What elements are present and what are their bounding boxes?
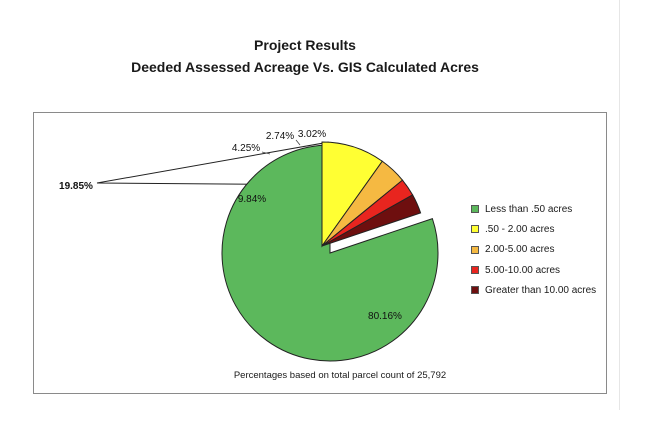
pie-value-label: 9.84%	[238, 194, 266, 205]
chart-subtitle: Deeded Assessed Acreage Vs. GIS Calculat…	[131, 59, 479, 75]
legend-swatch	[471, 225, 479, 234]
pie-slice	[221, 144, 439, 362]
legend-item: Greater than 10.00 acres	[471, 280, 596, 300]
pie-value-label: 19.85%	[59, 181, 93, 192]
legend-swatch	[471, 205, 479, 214]
legend-item: 2.00-5.00 acres	[471, 240, 596, 260]
legend-item: Less than .50 acres	[471, 199, 596, 219]
chart-footnote: Percentages based on total parcel count …	[233, 370, 447, 381]
pie-value-label: 80.16%	[368, 311, 402, 322]
chart-legend: Less than .50 acres .50 - 2.00 acres 2.0…	[471, 199, 596, 300]
legend-swatch	[471, 245, 479, 254]
legend-label: .50 - 2.00 acres	[485, 223, 555, 235]
legend-item: 5.00-10.00 acres	[471, 260, 596, 280]
pie-value-label: 2.74%	[266, 131, 294, 142]
pie-slice	[321, 194, 422, 247]
legend-label: 5.00-10.00 acres	[485, 264, 561, 276]
leader-line	[261, 151, 271, 155]
legend-swatch	[471, 286, 479, 295]
legend-label: Greater than 10.00 acres	[485, 284, 597, 296]
legend-label: 2.00-5.00 acres	[485, 244, 555, 256]
legend-label: Less than .50 acres	[485, 203, 573, 215]
pie-value-label: 3.02%	[298, 129, 326, 140]
chart-title: Project Results	[254, 37, 356, 53]
leader-line	[295, 139, 301, 146]
chart-titles: Project Results Deeded Assessed Acreage …	[0, 34, 610, 78]
legend-item: .50 - 2.00 acres	[471, 219, 596, 239]
legend-swatch	[471, 266, 479, 275]
page-edge-divider	[619, 0, 620, 410]
pie-value-label: 4.25%	[232, 143, 260, 154]
